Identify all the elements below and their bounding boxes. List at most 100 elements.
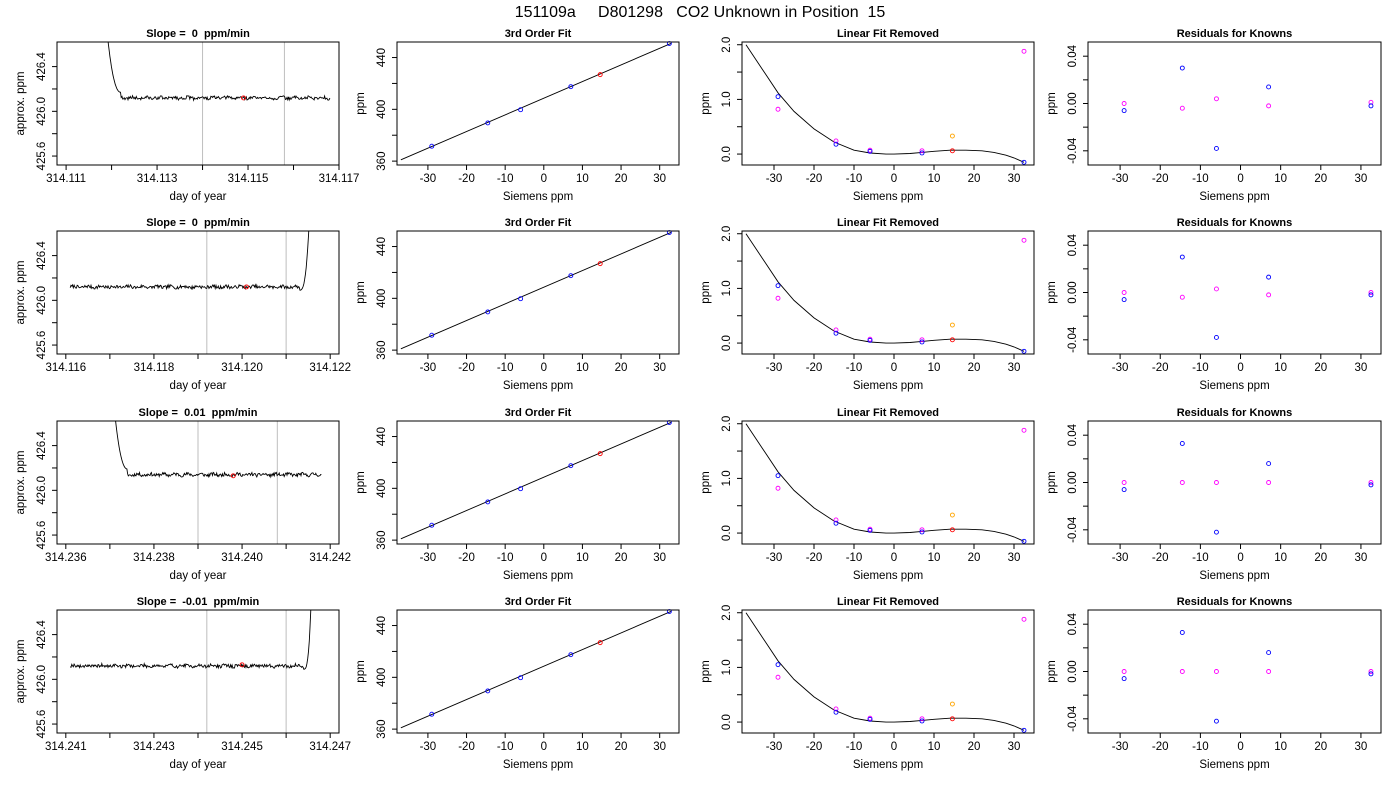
panel-14-frame xyxy=(396,609,680,734)
panel-16-xtick-label-4: 0 xyxy=(1237,741,1243,753)
panel-16-ytick-label-3: 0.00 xyxy=(1067,660,1079,682)
panel-8-known-point-3 xyxy=(1213,334,1219,340)
panel-4-alt-point-4 xyxy=(1266,103,1272,109)
panel-2-ytick-label-1: 360 xyxy=(376,152,388,171)
panel-8-xtick-label-4: 0 xyxy=(1237,362,1243,374)
panel-10-ylabel: ppm xyxy=(355,471,367,493)
panel-14-ytick-label-5: 440 xyxy=(376,616,388,635)
panel-4-alt-point-2 xyxy=(1179,105,1185,111)
panel-15-xtick-label-5: 10 xyxy=(928,741,941,753)
panel-8-ytick-label-1: -0.04 xyxy=(1067,326,1079,353)
panel-14-xlabel: Siemens ppm xyxy=(503,759,573,771)
panel-4-title: Residuals for Knowns xyxy=(1177,28,1293,40)
panel-5-marker-point xyxy=(244,284,249,290)
panel-6: 3rd Order Fit -30 -20 -10 0 10 20 30 360 400 440 Si… xyxy=(355,217,680,392)
panel-3-alt-point-1 xyxy=(775,106,781,112)
panel-14-ytick-label-1: 360 xyxy=(376,720,388,739)
panel-9-plot-area xyxy=(115,421,322,544)
panel-11-known-point-2 xyxy=(833,520,839,526)
panel-1-trace-line xyxy=(107,42,331,102)
panel-3-known-point-5 xyxy=(1021,159,1027,165)
panel-3-xtick-label-3: -10 xyxy=(846,173,863,185)
panel-4-xlabel: Siemens ppm xyxy=(1199,191,1269,203)
panel-11-ytick-label-3: 1.0 xyxy=(721,470,733,486)
panel-3-alt-point-4 xyxy=(919,148,925,154)
panel-3-known-point-2 xyxy=(833,141,839,147)
panel-9: Slope = 0.01 ppm/min 314.236 314.238 314.24… xyxy=(15,407,351,582)
panel-11-frame xyxy=(741,420,1035,545)
panel-5-xtick-label-1: 314.116 xyxy=(45,362,86,374)
panel-12-alt-point-1 xyxy=(1121,480,1127,485)
panel-13-xtick-label-1: 314.241 xyxy=(45,741,87,753)
panel-14-xtick-label-7: 30 xyxy=(653,741,666,753)
panel-5-plot-area xyxy=(69,231,310,354)
panel-6-fit-line xyxy=(400,231,672,350)
panel-7-alt-point-1 xyxy=(775,295,781,301)
panel-16-frame xyxy=(1087,609,1382,734)
panel-10-known-point-3 xyxy=(518,486,524,492)
panel-6-unknown-point-1 xyxy=(597,261,603,267)
panel-8-xtick-label-1: -30 xyxy=(1112,362,1129,374)
panel-14: 3rd Order Fit -30 -20 -10 0 10 20 30 360 400 440 Si… xyxy=(355,596,680,771)
panel-16-known-point-3 xyxy=(1213,718,1219,724)
panel-10-xtick-label-7: 30 xyxy=(653,552,666,564)
panel-8-ytick-label-5: 0.04 xyxy=(1067,233,1079,256)
panel-7-known-point-1 xyxy=(775,283,781,289)
panel-9-xtick-label-5: 314.240 xyxy=(221,552,263,564)
panel-3-ylabel: ppm xyxy=(700,92,712,114)
panel-7-ytick-label-1: 0.0 xyxy=(721,335,733,351)
panel-13-xtick-label-7: 314.247 xyxy=(309,741,351,753)
panel-6-ytick-label-3: 400 xyxy=(376,289,388,308)
panel-8-xtick-label-6: 20 xyxy=(1314,362,1327,374)
panel-7-fit-curve xyxy=(745,233,1025,352)
panel-13-frame xyxy=(56,609,340,734)
panel-9-ytick-label-1: 425.6 xyxy=(36,521,48,550)
panel-16-xtick-label-5: 10 xyxy=(1274,741,1287,753)
panel-7-frame xyxy=(741,230,1035,355)
panel-10-title: 3rd Order Fit xyxy=(505,407,572,419)
panel-5-ylabel: approx. ppm xyxy=(15,261,27,325)
panels: Slope = 0 ppm/min 314.111 314.113 314.115 31… xyxy=(15,28,1382,771)
panel-4-known-point-4 xyxy=(1266,84,1272,90)
panel-15: Linear Fit Removed -30 -20 -10 0 10 20 30 0.0 1.0… xyxy=(700,596,1035,771)
panel-4-ytick-label-5: 0.04 xyxy=(1067,44,1079,67)
panel-3-fit-curve xyxy=(745,44,1025,163)
panel-4-alt-point-1 xyxy=(1121,101,1127,106)
panel-15-alt-point-4 xyxy=(919,716,925,722)
panel-11-alt-point-4 xyxy=(919,527,925,533)
panel-7: Linear Fit Removed -30 -20 -10 0 10 20 30 0.0 1.0… xyxy=(700,217,1035,392)
panel-6-xtick-label-7: 30 xyxy=(653,362,666,374)
panel-14-ytick-label-3: 400 xyxy=(376,668,388,687)
panel-4-known-point-5 xyxy=(1368,103,1374,109)
panel-4-xtick-label-1: -30 xyxy=(1112,173,1129,185)
panel-16-title: Residuals for Knowns xyxy=(1177,596,1293,608)
panel-2-ylabel: ppm xyxy=(355,92,367,114)
panel-4-ylabel: ppm xyxy=(1046,92,1058,114)
panel-12-ytick-label-1: -0.04 xyxy=(1067,516,1079,543)
panel-2-frame xyxy=(396,41,680,166)
panel-13-ytick-label-3: 426.0 xyxy=(36,665,48,694)
panel-15-ytick-label-3: 1.0 xyxy=(721,659,733,675)
panel-13-marker-point xyxy=(239,662,245,668)
panel-7-alt-point-4 xyxy=(919,337,925,343)
panel-7-unknown-point-1 xyxy=(949,337,955,343)
panel-1-ylabel: approx. ppm xyxy=(15,72,27,136)
panel-15-alt-point-5 xyxy=(1021,616,1027,622)
panel-12-xtick-label-6: 20 xyxy=(1314,552,1327,564)
panel-11-ytick-label-5: 2.0 xyxy=(721,416,733,432)
panel-14-fit-line xyxy=(400,610,672,729)
panel-4-ytick-label-3: 0.00 xyxy=(1067,92,1079,114)
panel-7-alt-point-5 xyxy=(1021,237,1027,243)
panel-11-alt-point-2 xyxy=(833,517,839,523)
panel-8-title: Residuals for Knowns xyxy=(1177,217,1293,229)
panel-15-fit-curve xyxy=(745,612,1025,731)
panel-8-xlabel: Siemens ppm xyxy=(1199,380,1269,392)
panel-11-plot-area xyxy=(745,423,1025,542)
panel-12-xtick-label-1: -30 xyxy=(1112,552,1129,564)
panel-9-xtick-label-3: 314.238 xyxy=(133,552,175,564)
panel-2-xtick-label-6: 20 xyxy=(615,173,628,185)
panel-10-xtick-label-5: 10 xyxy=(576,552,589,564)
panel-10-xtick-label-1: -30 xyxy=(420,552,437,564)
panel-8-alt-point-3 xyxy=(1213,286,1219,292)
panel-15-known-point-2 xyxy=(833,709,839,715)
